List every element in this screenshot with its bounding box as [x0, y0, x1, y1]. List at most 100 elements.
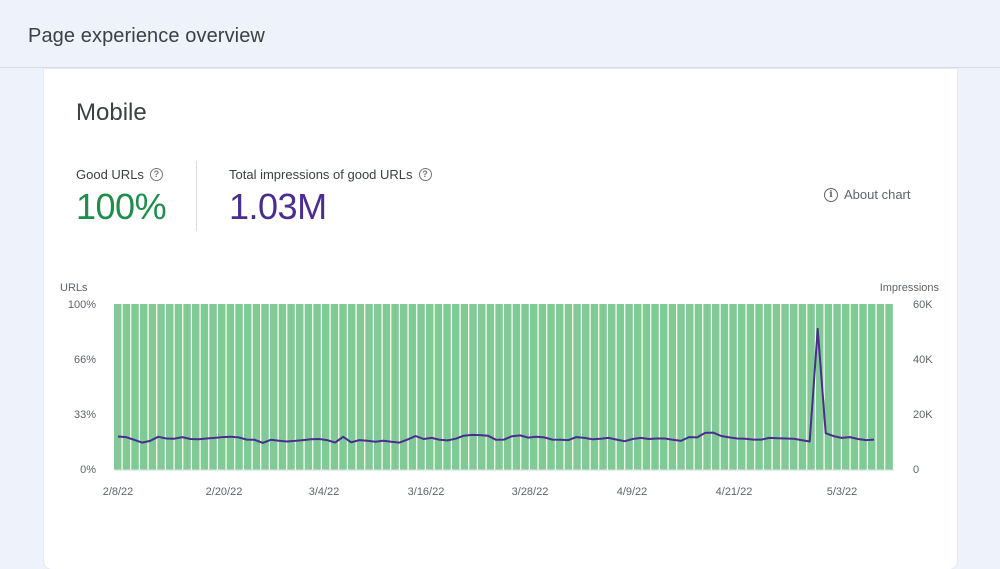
bar[interactable] — [625, 304, 633, 470]
bar[interactable] — [122, 304, 131, 470]
bar[interactable] — [842, 304, 850, 470]
bar[interactable] — [729, 304, 737, 470]
bar[interactable] — [140, 304, 148, 470]
bar[interactable] — [304, 304, 313, 470]
bar[interactable] — [209, 304, 217, 470]
bar[interactable] — [590, 304, 599, 470]
bar[interactable] — [114, 304, 122, 470]
bar[interactable] — [677, 304, 685, 470]
card-title: Mobile — [76, 99, 147, 126]
bar[interactable] — [183, 304, 191, 470]
bar[interactable] — [538, 304, 547, 470]
bar[interactable] — [339, 304, 347, 470]
bar[interactable] — [486, 304, 495, 470]
bar[interactable] — [816, 304, 824, 470]
bar[interactable] — [278, 304, 287, 470]
bar[interactable] — [322, 304, 330, 470]
bar[interactable] — [530, 304, 538, 470]
bar[interactable] — [261, 304, 269, 470]
bar[interactable] — [148, 304, 157, 470]
bar[interactable] — [564, 304, 573, 470]
bar[interactable] — [850, 304, 859, 470]
bar[interactable] — [226, 304, 235, 470]
bar[interactable] — [599, 304, 607, 470]
bar[interactable] — [174, 304, 183, 470]
bar[interactable] — [365, 304, 373, 470]
bar[interactable] — [642, 304, 651, 470]
bar[interactable] — [764, 304, 772, 470]
bar[interactable] — [374, 304, 382, 470]
bar[interactable] — [512, 304, 521, 470]
bar[interactable] — [426, 304, 434, 470]
bar[interactable] — [244, 304, 252, 470]
bar[interactable] — [876, 304, 885, 470]
bar[interactable] — [452, 304, 460, 470]
bar[interactable] — [712, 304, 720, 470]
bar[interactable] — [443, 304, 451, 470]
bar[interactable] — [252, 304, 261, 470]
bar[interactable] — [738, 304, 746, 470]
bar[interactable] — [166, 304, 174, 470]
bar[interactable] — [686, 304, 694, 470]
help-circle-icon[interactable]: ? — [149, 168, 163, 181]
bar[interactable] — [270, 304, 278, 470]
bar[interactable] — [460, 304, 469, 470]
bar[interactable] — [287, 304, 295, 470]
bar[interactable] — [651, 304, 659, 470]
bar[interactable] — [694, 304, 703, 470]
bar[interactable] — [746, 304, 755, 470]
bar[interactable] — [218, 304, 226, 470]
bar[interactable] — [660, 304, 668, 470]
bar[interactable] — [382, 304, 391, 470]
bar[interactable] — [616, 304, 625, 470]
bar[interactable] — [772, 304, 781, 470]
bar[interactable] — [547, 304, 555, 470]
metric-good-urls-label: Good URLs — [76, 167, 144, 182]
bar[interactable] — [417, 304, 425, 470]
bar[interactable] — [720, 304, 729, 470]
bar[interactable] — [755, 304, 763, 470]
bar[interactable] — [478, 304, 486, 470]
bar[interactable] — [798, 304, 807, 470]
bar[interactable] — [504, 304, 512, 470]
metric-impressions[interactable]: Total impressions of good URLs ? 1.03M — [229, 167, 432, 228]
bar[interactable] — [521, 304, 529, 470]
bar[interactable] — [824, 304, 833, 470]
bar[interactable] — [668, 304, 677, 470]
bar[interactable] — [313, 304, 321, 470]
help-circle-icon[interactable]: ? — [418, 168, 432, 181]
metric-good-urls[interactable]: Good URLs ? 100% — [76, 167, 167, 228]
bar[interactable] — [131, 304, 139, 470]
bar[interactable] — [807, 304, 815, 470]
bar[interactable] — [495, 304, 503, 470]
bar[interactable] — [859, 304, 867, 470]
bar[interactable] — [885, 304, 893, 470]
bar[interactable] — [582, 304, 590, 470]
bar[interactable] — [781, 304, 789, 470]
bar[interactable] — [408, 304, 417, 470]
bar[interactable] — [356, 304, 365, 470]
bar[interactable] — [556, 304, 564, 470]
bar[interactable] — [573, 304, 581, 470]
bar[interactable] — [634, 304, 642, 470]
bar[interactable] — [235, 304, 243, 470]
bar[interactable] — [608, 304, 616, 470]
bar[interactable] — [157, 304, 165, 470]
bar[interactable] — [703, 304, 711, 470]
bar[interactable] — [868, 304, 876, 470]
bar[interactable] — [348, 304, 356, 470]
y-right-tick-label: 20K — [913, 409, 933, 421]
bar[interactable] — [833, 304, 841, 470]
bar[interactable] — [200, 304, 209, 470]
bar[interactable] — [296, 304, 304, 470]
bar[interactable] — [434, 304, 443, 470]
x-tick-label: 3/28/22 — [512, 486, 549, 498]
bar[interactable] — [790, 304, 798, 470]
bar[interactable] — [391, 304, 399, 470]
bar[interactable] — [192, 304, 200, 470]
bar[interactable] — [330, 304, 339, 470]
bar[interactable] — [469, 304, 477, 470]
about-chart-button[interactable]: i About chart — [824, 187, 911, 202]
bar[interactable] — [400, 304, 408, 470]
